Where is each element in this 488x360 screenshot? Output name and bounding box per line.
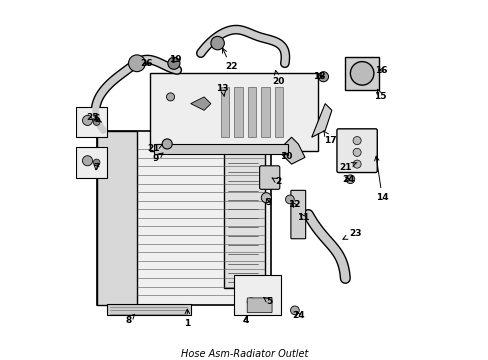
Circle shape [210, 36, 224, 50]
Text: 6: 6 [93, 114, 100, 123]
Text: 4: 4 [243, 316, 249, 325]
Text: 18: 18 [312, 72, 325, 81]
FancyBboxPatch shape [259, 166, 279, 189]
Circle shape [285, 195, 294, 204]
Circle shape [346, 175, 354, 184]
FancyBboxPatch shape [290, 190, 305, 239]
Text: 8: 8 [125, 314, 134, 325]
Circle shape [290, 306, 299, 315]
FancyBboxPatch shape [106, 303, 190, 315]
FancyBboxPatch shape [234, 87, 243, 137]
Circle shape [162, 139, 172, 149]
Text: 7: 7 [93, 163, 100, 172]
Text: 21: 21 [338, 162, 356, 172]
FancyBboxPatch shape [150, 73, 318, 151]
Text: 12: 12 [287, 200, 300, 209]
Circle shape [93, 159, 100, 166]
FancyBboxPatch shape [221, 87, 229, 137]
Text: 21: 21 [146, 144, 162, 153]
FancyBboxPatch shape [234, 275, 281, 315]
Circle shape [352, 136, 361, 145]
FancyBboxPatch shape [224, 147, 264, 288]
Text: 1: 1 [184, 309, 190, 328]
Text: 23: 23 [342, 229, 361, 239]
FancyBboxPatch shape [247, 87, 256, 137]
Text: 13: 13 [216, 84, 228, 96]
FancyBboxPatch shape [336, 129, 377, 172]
Circle shape [352, 160, 361, 168]
Text: 2: 2 [271, 177, 281, 186]
FancyBboxPatch shape [97, 131, 271, 305]
Text: 15: 15 [374, 89, 386, 102]
Polygon shape [311, 104, 331, 137]
FancyBboxPatch shape [153, 144, 287, 154]
Text: 26: 26 [140, 59, 152, 68]
FancyBboxPatch shape [76, 147, 106, 177]
Text: 17: 17 [323, 131, 336, 145]
Circle shape [167, 57, 180, 69]
Text: 11: 11 [297, 213, 309, 222]
FancyBboxPatch shape [97, 131, 137, 305]
Text: 5: 5 [263, 297, 272, 306]
Text: 14: 14 [374, 156, 388, 202]
Circle shape [93, 119, 100, 126]
Text: 24: 24 [342, 175, 354, 184]
FancyBboxPatch shape [345, 57, 378, 90]
Circle shape [318, 72, 328, 82]
Polygon shape [278, 137, 305, 164]
Circle shape [82, 156, 92, 166]
Circle shape [352, 148, 361, 156]
FancyBboxPatch shape [261, 87, 269, 137]
Text: 10: 10 [280, 152, 292, 161]
Circle shape [128, 55, 145, 72]
Text: 22: 22 [222, 48, 237, 71]
Text: 9: 9 [153, 153, 163, 163]
Circle shape [350, 62, 373, 85]
Circle shape [82, 116, 92, 126]
Text: 19: 19 [169, 55, 182, 64]
Polygon shape [190, 97, 210, 110]
Circle shape [246, 298, 255, 306]
Text: 24: 24 [291, 311, 304, 320]
Text: Hose Asm-Radiator Outlet: Hose Asm-Radiator Outlet [181, 349, 307, 359]
Circle shape [166, 93, 174, 101]
FancyBboxPatch shape [246, 298, 271, 313]
FancyBboxPatch shape [76, 107, 106, 137]
FancyBboxPatch shape [274, 87, 283, 137]
Text: 20: 20 [271, 71, 284, 86]
Text: 25: 25 [86, 113, 102, 122]
Circle shape [261, 193, 271, 203]
Text: 3: 3 [264, 198, 271, 207]
Text: 16: 16 [375, 66, 387, 75]
